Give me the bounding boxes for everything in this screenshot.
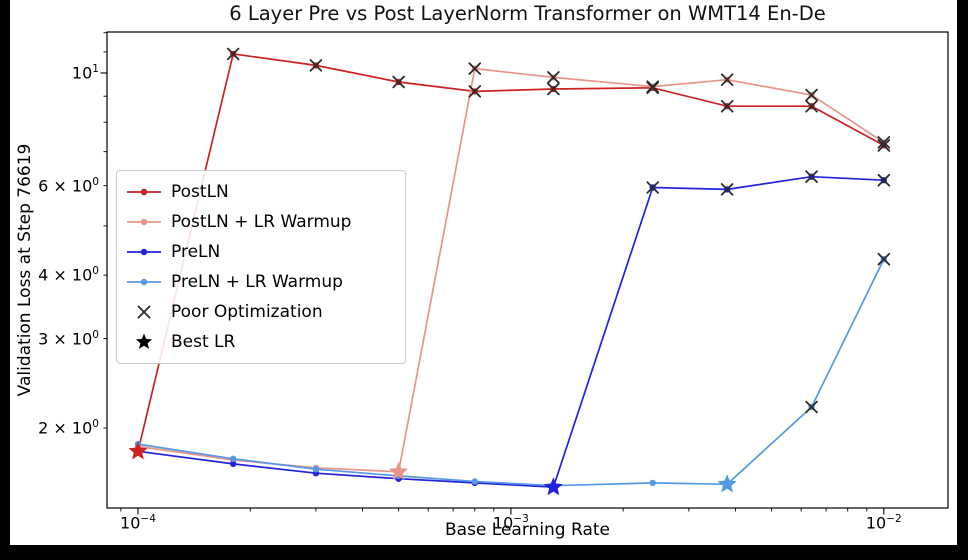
data-point-preln [230, 460, 237, 468]
poor-optimization-marker [226, 47, 240, 61]
poor-optimization-marker [877, 139, 891, 152]
poor-optimization-marker [309, 59, 323, 72]
poor-optimization-marker [720, 99, 734, 113]
poor-optimization-marker [877, 136, 891, 149]
legend-label: PreLN [171, 242, 221, 262]
series-line-preln-lr-warmup [137, 258, 885, 487]
series-line-postln [137, 52, 885, 452]
legend-line-swatch [127, 248, 161, 256]
legend-label: Poor Optimization [171, 302, 323, 322]
data-point-preln-lr-warmup [312, 466, 320, 473]
best-lr-marker-preln [543, 477, 563, 496]
chart-title: 6 Layer Pre vs Post LayerNorm Transforme… [229, 2, 826, 25]
poor-optimization-marker [805, 400, 818, 414]
poor-optimization-marker [805, 170, 818, 183]
legend-item-postln-lr-warmup: PostLN + LR Warmup [125, 207, 397, 237]
poor-optimization-marker [646, 181, 660, 194]
x-tick-label: 10−4 [120, 513, 156, 533]
poor-optimization-marker [877, 252, 891, 266]
legend-item-postln: PostLN [125, 177, 397, 207]
legend-label: PreLN + LR Warmup [171, 272, 343, 292]
poor-optimization-marker [468, 85, 482, 98]
legend-line-swatch [127, 188, 161, 196]
y-tick-label: 3 × 100 [38, 328, 99, 348]
legend-label: PostLN [171, 182, 229, 202]
y-tick-label: 101 [71, 62, 99, 83]
y-tick-label: 6 × 100 [38, 175, 99, 195]
poor-optimization-marker [547, 71, 560, 84]
poor-optimization-marker [547, 82, 560, 96]
best-lr-marker-postln [128, 441, 148, 460]
legend-item-poor-optimization: Poor Optimization [125, 297, 397, 327]
legend-label: Best LR [171, 332, 236, 352]
poor-optimization-marker [720, 183, 734, 196]
legend-item-preln: PreLN [125, 237, 397, 267]
poor-optimization-marker [805, 99, 818, 113]
legend-item-preln-lr-warmup: PreLN + LR Warmup [125, 267, 397, 297]
legend-label: PostLN + LR Warmup [171, 212, 352, 232]
legend-line-swatch [127, 218, 161, 226]
best-lr-marker-postln-lr-warmup [389, 461, 409, 480]
data-point-preln-lr-warmup [471, 478, 478, 485]
poor-optimization-marker [646, 80, 660, 93]
legend-item-best-lr: Best LR [125, 327, 397, 357]
best-lr-star-icon [135, 333, 153, 349]
poor-optimization-marker [468, 62, 482, 75]
series-line-preln [137, 175, 884, 488]
poor-optimization-marker [877, 173, 891, 187]
legend: PostLN PostLN + LR Warmup PreLN PreLN + LR … [116, 170, 406, 364]
legend-line-swatch [127, 278, 161, 286]
poor-optimization-marker [720, 73, 734, 86]
y-tick-label: 4 × 100 [38, 265, 99, 285]
poor-optimization-marker [392, 75, 405, 89]
x-marker-glyph [137, 305, 151, 319]
chart-figure: 6 Layer Pre vs Post LayerNorm Transforme… [10, 0, 957, 545]
x-axis-label: Base Learning Rate [445, 520, 610, 540]
poor-optimization-x-icon [137, 305, 151, 319]
poor-optimization-marker [805, 88, 818, 102]
best-lr-marker-preln-lr-warmup [717, 474, 737, 493]
x-tick-label: 10−2 [865, 513, 902, 533]
y-tick-label: 2 × 100 [38, 417, 99, 438]
data-point-preln-lr-warmup [230, 455, 237, 462]
star-marker-glyph [135, 333, 153, 349]
x-tick-label: 10−3 [492, 513, 529, 533]
data-point-preln-lr-warmup [649, 479, 656, 487]
